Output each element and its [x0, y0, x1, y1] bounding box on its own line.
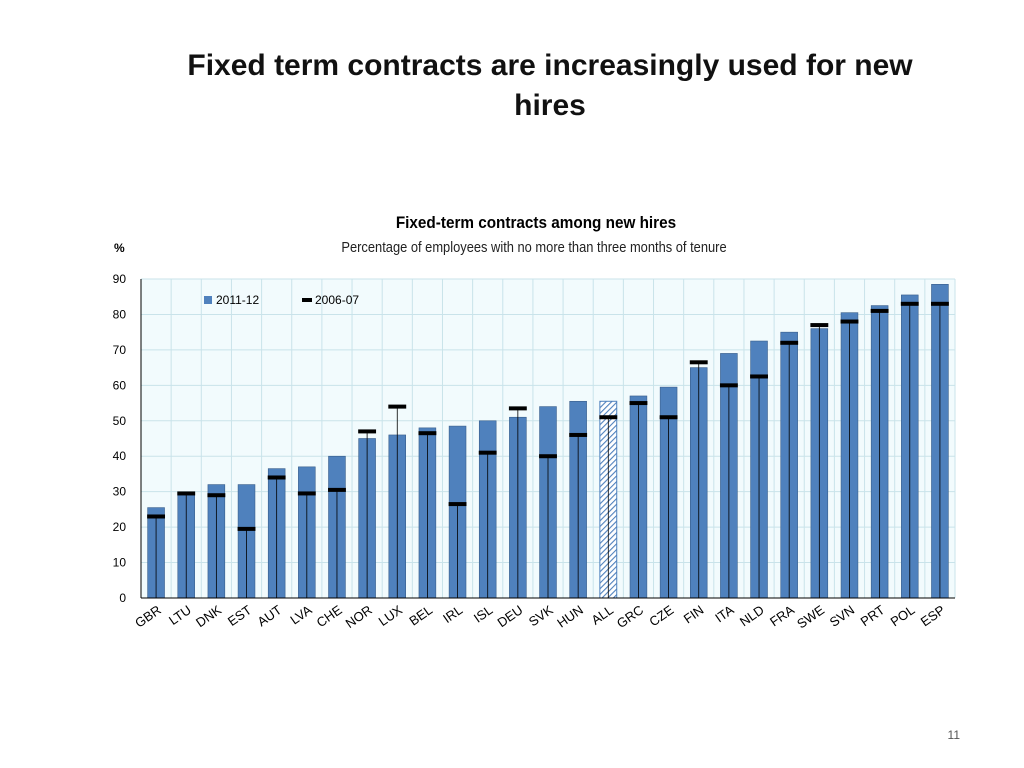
marker-aut: [267, 475, 286, 480]
marker-gbr: [147, 514, 166, 519]
x-tick-label-grc: GRC: [614, 602, 646, 631]
x-tick-label-bel: BEL: [406, 602, 435, 628]
x-tick-label-irl: IRL: [440, 602, 465, 626]
marker-ltu: [177, 491, 196, 496]
marker-nor: [358, 429, 377, 434]
x-tick-label-pol: POL: [888, 602, 918, 629]
slide-title: Fixed term contracts are increasingly us…: [187, 49, 913, 122]
x-tick-label-fin: FIN: [681, 602, 707, 626]
y-tick-label: 30: [113, 485, 127, 499]
marker-est: [237, 526, 256, 531]
x-tick-label-prt: PRT: [858, 602, 888, 629]
chart-subtitle: Percentage of employees with no more tha…: [341, 238, 726, 255]
marker-ita: [719, 383, 738, 388]
marker-esp: [930, 301, 949, 306]
y-tick-label: 10: [113, 556, 127, 570]
x-tick-label-cze: CZE: [646, 602, 676, 629]
marker-all: [599, 415, 618, 420]
x-tick-label-svn: SVN: [827, 602, 858, 630]
x-tick-label-isl: ISL: [471, 602, 496, 625]
marker-nld: [750, 374, 768, 379]
x-tick-label-est: EST: [225, 602, 254, 629]
marker-fin: [689, 360, 708, 365]
marker-irl: [448, 502, 467, 507]
x-tick-label-dnk: DNK: [193, 602, 224, 630]
x-tick-label-ita: ITA: [712, 602, 737, 626]
marker-che: [328, 487, 346, 492]
chart-legend: 2011-12 2006-07: [204, 293, 359, 307]
y-tick-label: 90: [113, 272, 127, 286]
x-tick-label-swe: SWE: [794, 602, 827, 631]
y-axis-unit-label: %: [114, 241, 125, 255]
x-tick-label-ltu: LTU: [166, 602, 194, 628]
legend-label-bars: 2011-12: [216, 293, 259, 307]
legend-swatch-marker: [302, 298, 312, 302]
marker-pol: [900, 301, 919, 306]
marker-deu: [508, 406, 527, 411]
legend-swatch-bars: [204, 296, 212, 304]
y-tick-label: 20: [113, 520, 127, 534]
x-tick-label-all: ALL: [588, 602, 616, 628]
x-tick-label-aut: AUT: [254, 602, 284, 629]
x-tick-label-fra: FRA: [767, 602, 797, 629]
marker-isl: [478, 450, 497, 455]
y-tick-label: 70: [113, 343, 127, 357]
y-tick-label: 50: [113, 414, 127, 428]
page-number: 11: [947, 728, 960, 742]
x-tick-label-svk: SVK: [526, 602, 556, 629]
x-tick-label-lva: LVA: [287, 602, 314, 627]
marker-swe: [810, 323, 829, 328]
y-tick-label: 40: [113, 449, 127, 463]
marker-dnk: [207, 493, 226, 498]
x-tick-label-gbr: GBR: [132, 602, 164, 630]
marker-hun: [569, 432, 588, 437]
chart-title: Fixed-term contracts among new hires: [396, 213, 676, 232]
marker-grc: [629, 401, 648, 406]
marker-fra: [780, 340, 799, 345]
x-tick-label-hun: HUN: [554, 602, 586, 630]
marker-prt: [870, 308, 889, 313]
marker-cze: [659, 415, 678, 420]
marker-svk: [539, 454, 557, 459]
marker-lva: [297, 491, 316, 496]
marker-lux: [388, 404, 407, 409]
y-tick-label: 0: [119, 591, 126, 605]
x-tick-label-nld: NLD: [737, 602, 767, 629]
marker-bel: [418, 431, 437, 436]
x-tick-label-esp: ESP: [918, 602, 948, 629]
x-tick-label-che: CHE: [314, 602, 345, 630]
x-tick-label-nor: NOR: [343, 602, 375, 631]
x-tick-label-lux: LUX: [376, 602, 406, 629]
legend-label-marker: 2006-07: [315, 293, 359, 307]
x-tick-label-deu: DEU: [494, 602, 525, 630]
marker-svn: [840, 319, 859, 324]
y-tick-label: 80: [113, 307, 127, 321]
y-tick-label: 60: [113, 378, 127, 392]
